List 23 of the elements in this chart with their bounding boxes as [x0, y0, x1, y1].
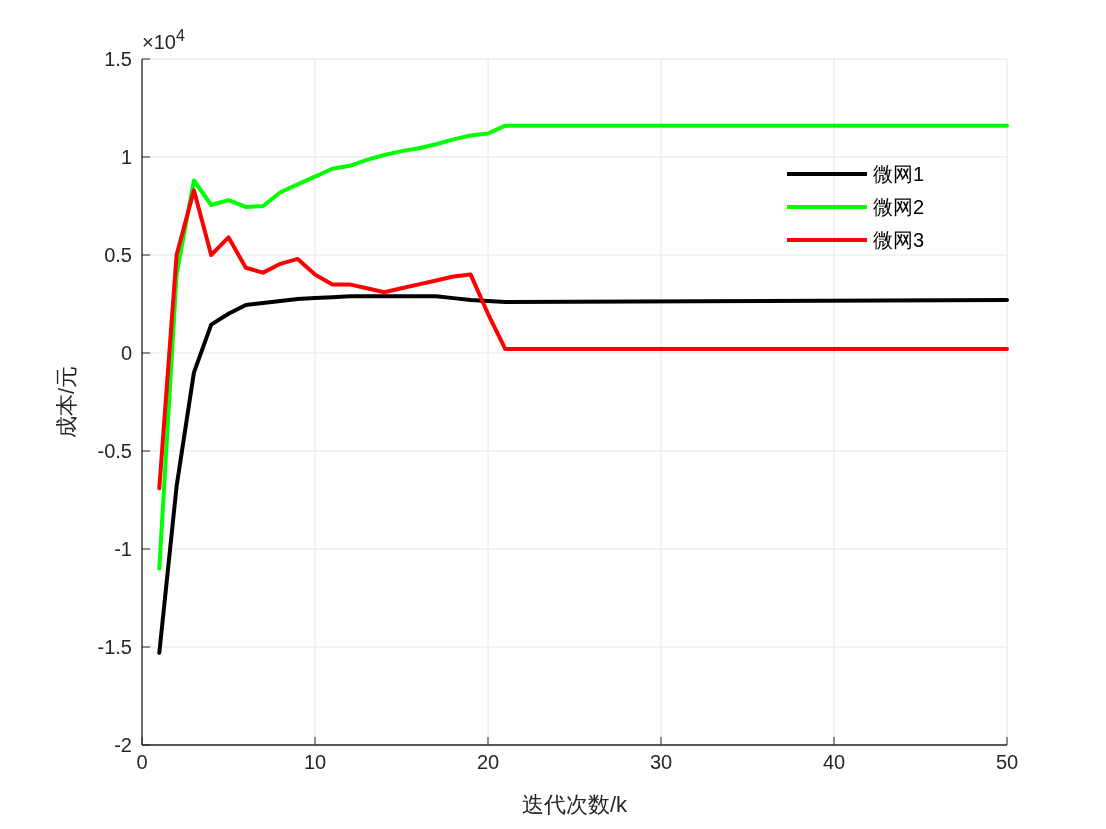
x-axis-title: 迭代次数/k [521, 792, 629, 817]
y-tick-label: 0.5 [104, 244, 132, 266]
line-series [157, 294, 1009, 655]
y-tick-label: -1 [114, 538, 132, 560]
line-series [157, 188, 1009, 491]
x-tick-label: 30 [649, 751, 673, 773]
y-tick-label: 1 [120, 146, 132, 168]
text: ×10$^{4}$ [142, 26, 185, 53]
legend-label: 微网1 [873, 163, 925, 185]
y-tick-label: 1.5 [104, 48, 132, 70]
y-tick-label: -2 [114, 734, 132, 756]
y-tick-label: -1.5 [97, 636, 132, 658]
legend-label: 微网3 [873, 229, 925, 251]
x-tick-label: 10 [303, 751, 327, 773]
x-tick-label: 0 [136, 751, 148, 773]
y-tick-label: -0.5 [97, 440, 132, 462]
legend-label: 微网2 [873, 196, 925, 218]
line-series [157, 123, 1009, 571]
x-tick-label: 50 [995, 751, 1019, 773]
y-axis-title: 成本/元 [54, 365, 79, 439]
x-tick-label: 40 [822, 751, 846, 773]
y-tick-label: 0 [120, 342, 132, 364]
x-tick-label: 20 [476, 751, 500, 773]
